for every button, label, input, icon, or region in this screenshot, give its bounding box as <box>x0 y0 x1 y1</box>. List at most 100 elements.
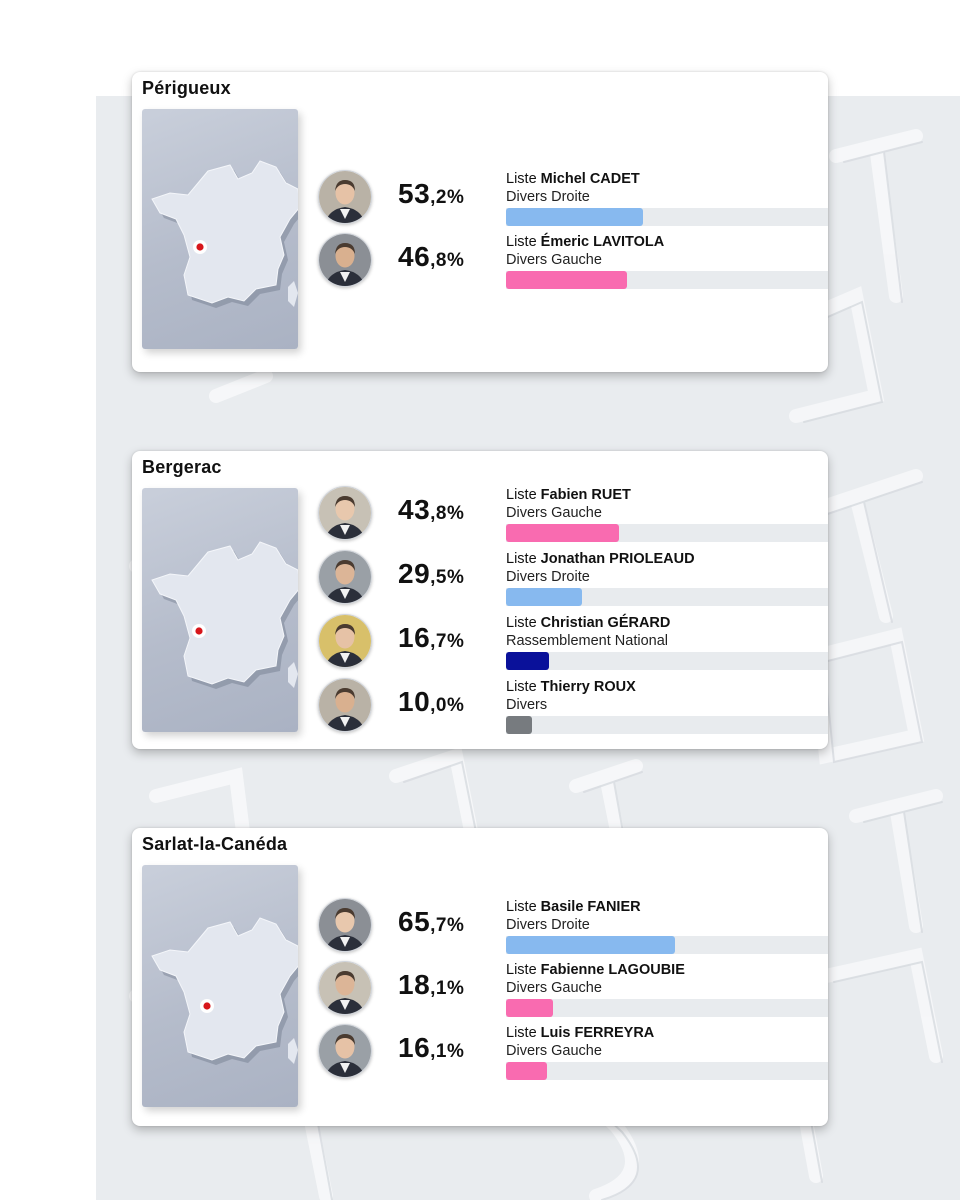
city-marker <box>203 1002 211 1010</box>
party-label: Divers Droite <box>506 569 590 585</box>
vote-bar-track <box>506 999 828 1017</box>
party-label: Divers <box>506 697 548 713</box>
candidate-name: Thierry ROUX <box>540 679 636 695</box>
france-map-icon <box>151 541 298 689</box>
percentage-decimal: ,2% <box>430 187 465 208</box>
france-map-icon <box>151 917 298 1065</box>
percentage-decimal: ,1% <box>430 978 465 999</box>
candidate-row: 53,2% Liste Michel CADET Divers Droite <box>132 170 828 234</box>
percentage-integer: 10 <box>398 686 431 717</box>
candidate-avatar <box>318 550 372 604</box>
list-prefix: Liste <box>506 615 537 631</box>
list-prefix: Liste <box>506 679 537 695</box>
candidate-name: Luis FERREYRA <box>540 1025 655 1041</box>
party-label: Divers Gauche <box>506 252 602 268</box>
vote-bar-track <box>506 1062 828 1080</box>
vote-bar-track <box>506 524 828 542</box>
percentage-integer: 18 <box>398 969 431 1000</box>
vote-bar-fill <box>506 1062 547 1080</box>
list-prefix: Liste <box>506 234 537 250</box>
candidate-name: Jonathan PRIOLEAUD <box>540 551 695 567</box>
vote-percentage: 29,5% <box>398 558 464 594</box>
vote-bar-fill <box>506 936 675 954</box>
list-label: Liste Christian GÉRARD <box>506 614 670 632</box>
percentage-integer: 16 <box>398 622 431 653</box>
vote-bar-track <box>506 936 828 954</box>
candidate-avatar <box>318 486 372 540</box>
list-prefix: Liste <box>506 171 537 187</box>
candidate-name: Fabienne LAGOUBIE <box>540 962 685 978</box>
city-name: Périgueux <box>142 78 231 98</box>
vote-percentage: 43,8% <box>398 494 464 530</box>
city-result-card: Bergerac 43,8% Liste Fabien RUET Divers Gau… <box>132 451 828 749</box>
party-label: Divers Gauche <box>506 505 602 521</box>
vote-bar-fill <box>506 999 553 1017</box>
list-prefix: Liste <box>506 551 537 567</box>
candidate-row: 43,8% Liste Fabien RUET Divers Gauche <box>132 486 828 550</box>
candidate-avatar <box>318 1024 372 1078</box>
candidate-avatar <box>318 961 372 1015</box>
list-prefix: Liste <box>506 899 537 915</box>
city-result-card: Périgueux 53,2% Liste Michel CADET Divers D… <box>132 72 828 372</box>
list-label: Liste Émeric LAVITOLA <box>506 233 664 251</box>
candidate-name: Michel CADET <box>540 171 640 187</box>
list-label: Liste Michel CADET <box>506 170 640 188</box>
vote-percentage: 16,7% <box>398 622 464 658</box>
percentage-integer: 65 <box>398 906 431 937</box>
vote-percentage: 10,0% <box>398 686 464 722</box>
percentage-decimal: ,5% <box>430 567 465 588</box>
city-marker <box>196 243 204 251</box>
candidate-avatar <box>318 614 372 668</box>
party-label: Divers Droite <box>506 189 590 205</box>
percentage-decimal: ,7% <box>430 915 465 936</box>
party-label: Rassemblement National <box>506 633 668 649</box>
france-map-icon <box>151 160 298 308</box>
percentage-decimal: ,1% <box>430 1041 465 1062</box>
percentage-integer: 53 <box>398 178 431 209</box>
location-map <box>142 109 298 349</box>
vote-bar-track <box>506 652 828 670</box>
percentage-decimal: ,7% <box>430 631 465 652</box>
location-map <box>142 488 298 732</box>
candidate-name: Fabien RUET <box>540 487 631 503</box>
city-marker <box>195 627 203 635</box>
candidate-row: 16,1% Liste Luis FERREYRA Divers Gauche <box>132 1024 828 1088</box>
candidate-avatar <box>318 898 372 952</box>
list-label: Liste Thierry ROUX <box>506 678 636 696</box>
party-label: Divers Gauche <box>506 980 602 996</box>
candidate-name: Christian GÉRARD <box>540 615 671 631</box>
candidate-avatar <box>318 233 372 287</box>
list-prefix: Liste <box>506 487 537 503</box>
candidate-row: 10,0% Liste Thierry ROUX Divers <box>132 678 828 742</box>
list-label: Liste Luis FERREYRA <box>506 1024 654 1042</box>
candidate-name: Basile FANIER <box>540 899 641 915</box>
vote-bar-fill <box>506 588 582 606</box>
percentage-integer: 29 <box>398 558 431 589</box>
candidate-row: 18,1% Liste Fabienne LAGOUBIE Divers Gauch… <box>132 961 828 1025</box>
list-label: Liste Fabien RUET <box>506 486 631 504</box>
percentage-decimal: ,8% <box>430 503 465 524</box>
vote-percentage: 18,1% <box>398 969 464 1005</box>
percentage-integer: 46 <box>398 241 431 272</box>
percentage-decimal: ,0% <box>430 695 465 716</box>
city-result-card: Sarlat-la-Canéda 65,7% Liste Basile FANIER… <box>132 828 828 1126</box>
candidate-name: Émeric LAVITOLA <box>540 234 665 250</box>
vote-percentage: 16,1% <box>398 1032 464 1068</box>
list-prefix: Liste <box>506 1025 537 1041</box>
city-name: Bergerac <box>142 457 222 477</box>
vote-bar-fill <box>506 652 549 670</box>
vote-bar-fill <box>506 271 627 289</box>
vote-bar-track <box>506 716 828 734</box>
vote-bar-track <box>506 271 828 289</box>
party-label: Divers Gauche <box>506 1043 602 1059</box>
vote-percentage: 46,8% <box>398 241 464 277</box>
candidate-row: 46,8% Liste Émeric LAVITOLA Divers Gauche <box>132 233 828 297</box>
list-label: Liste Jonathan PRIOLEAUD <box>506 550 695 568</box>
candidate-avatar <box>318 678 372 732</box>
percentage-integer: 43 <box>398 494 431 525</box>
vote-bar-fill <box>506 524 619 542</box>
candidate-row: 16,7% Liste Christian GÉRARD Rassemblement… <box>132 614 828 678</box>
candidate-avatar <box>318 170 372 224</box>
list-prefix: Liste <box>506 962 537 978</box>
candidate-row: 65,7% Liste Basile FANIER Divers Droite <box>132 898 828 962</box>
